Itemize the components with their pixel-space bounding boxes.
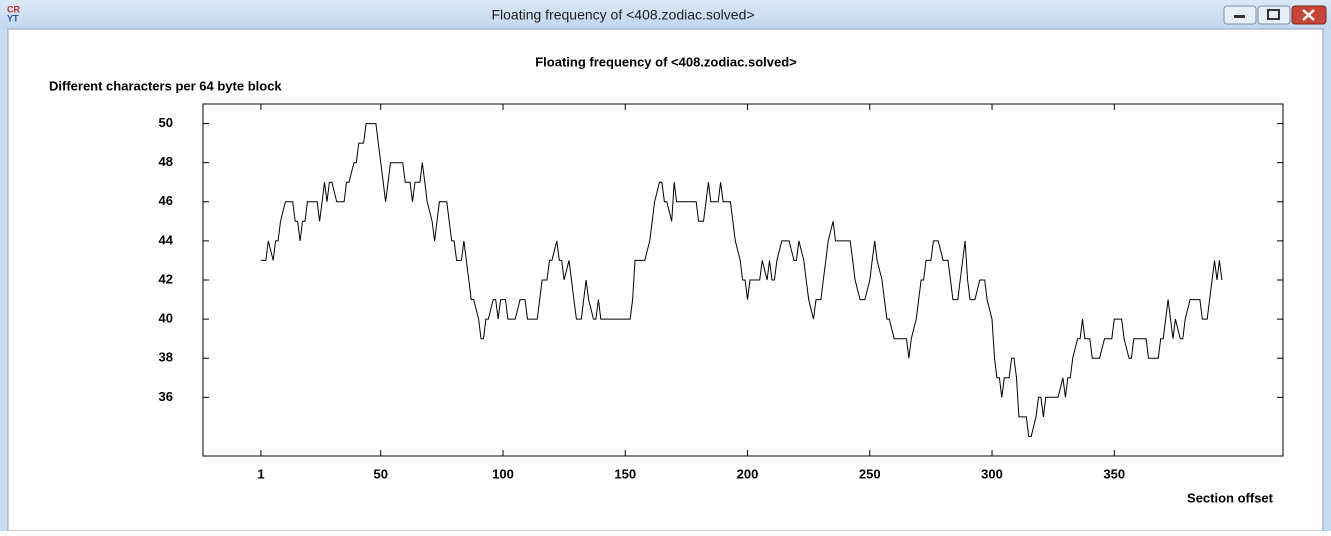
- x-tick-label: 200: [737, 466, 759, 481]
- y-tick-label: 42: [159, 271, 173, 286]
- x-tick-label: 150: [614, 466, 636, 481]
- svg-text:CR: CR: [7, 4, 20, 14]
- minimize-icon: [1234, 15, 1245, 18]
- y-tick-label: 50: [159, 115, 173, 130]
- y-tick-label: 46: [159, 193, 173, 208]
- client-area: [7, 28, 1324, 532]
- x-tick-label: 300: [981, 466, 1003, 481]
- y-tick-label: 48: [159, 154, 173, 169]
- x-tick-label: 50: [374, 466, 388, 481]
- window-title: Floating frequency of <408.zodiac.solved…: [491, 7, 754, 23]
- x-tick-label: 350: [1103, 466, 1125, 481]
- x-axis-label: Section offset: [1187, 490, 1274, 505]
- y-tick-label: 36: [159, 389, 173, 404]
- maximize-button[interactable]: [1257, 5, 1291, 25]
- maximize-icon: [1267, 9, 1280, 20]
- y-tick-label: 40: [159, 311, 173, 326]
- close-icon: [1302, 9, 1315, 21]
- app-icon: CR YT: [7, 4, 20, 23]
- x-tick-label: 100: [492, 466, 514, 481]
- y-tick-label: 38: [159, 350, 173, 365]
- svg-text:YT: YT: [7, 13, 19, 23]
- y-tick-label: 44: [159, 232, 174, 247]
- title-bar: [0, 0, 1331, 29]
- y-axis-label: Different characters per 64 byte block: [49, 78, 282, 93]
- x-tick-label: 250: [859, 466, 881, 481]
- chart-title: Floating frequency of <408.zodiac.solved…: [535, 54, 797, 69]
- x-tick-label: 1: [257, 466, 264, 481]
- data-line: [260, 123, 1223, 437]
